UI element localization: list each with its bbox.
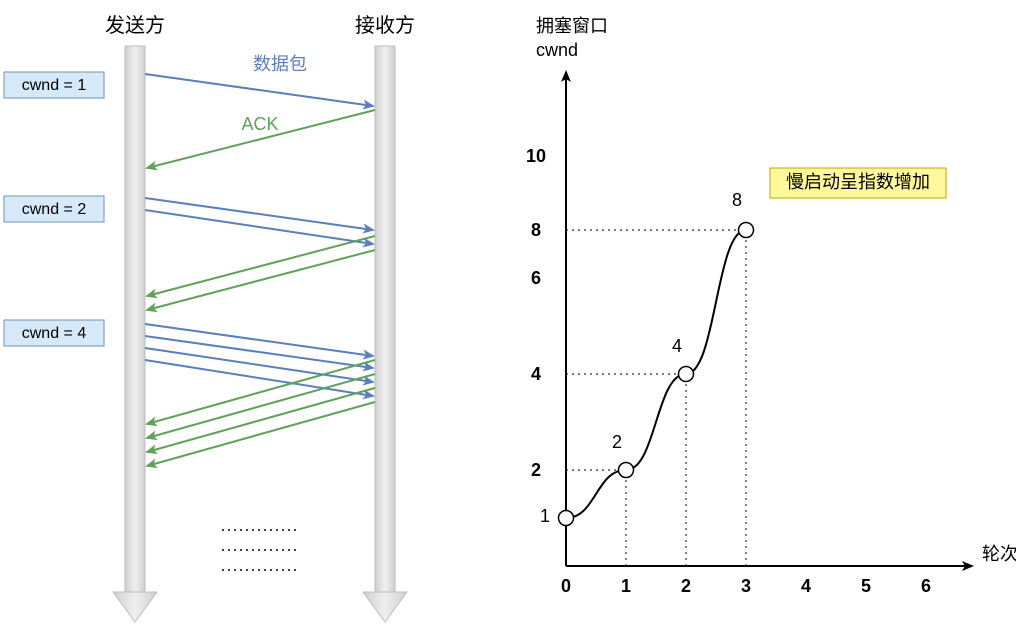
x-tick: 3 [741,576,751,596]
packet-arrow [145,74,373,106]
chart-title-1: 拥塞窗口 [536,16,608,36]
point-label: 4 [672,336,682,356]
ack-arrow [147,250,375,310]
ack-arrow [147,388,375,452]
x-tick: 1 [621,576,631,596]
ack-arrow [147,236,375,296]
lifeline-bar [125,46,145,592]
x-tick: 2 [681,576,691,596]
y-tick: 8 [531,220,541,240]
cwnd-label: cwnd = 2 [22,201,87,218]
y-tick: 4 [531,364,541,384]
ack-arrow [147,402,375,466]
point-label: 8 [732,190,742,210]
lifeline-arrowhead [113,592,157,622]
cwnd-label: cwnd = 4 [22,325,87,342]
ack-label: ACK [241,114,278,134]
ack-arrow [147,360,375,424]
chart-title-2: cwnd [536,40,578,60]
point-label: 2 [612,432,622,452]
chart-point [619,463,634,478]
x-tick: 5 [861,576,871,596]
packet-arrow [145,210,373,244]
y-tick: 6 [531,268,541,288]
cwnd-label: cwnd = 1 [22,77,87,94]
chart-point [739,223,754,238]
lifeline-bar [375,46,395,592]
x-tick: 4 [801,576,811,596]
x-tick: 6 [921,576,931,596]
x-tick: 0 [561,576,571,596]
point-label: 1 [540,506,550,526]
lifeline-label: 发送方 [105,14,165,37]
chart-point [679,367,694,382]
ack-arrow [147,374,375,438]
chart-point [559,511,574,526]
lifeline-arrowhead [363,592,407,622]
y-tick: 10 [526,146,546,166]
packet-label: 数据包 [253,54,307,74]
callout-text: 慢启动呈指数增加 [786,172,930,192]
y-tick: 2 [531,460,541,480]
packet-arrow [145,198,373,230]
x-axis-label: 轮次 [982,544,1016,564]
lifeline-label: 接收方 [355,14,415,37]
